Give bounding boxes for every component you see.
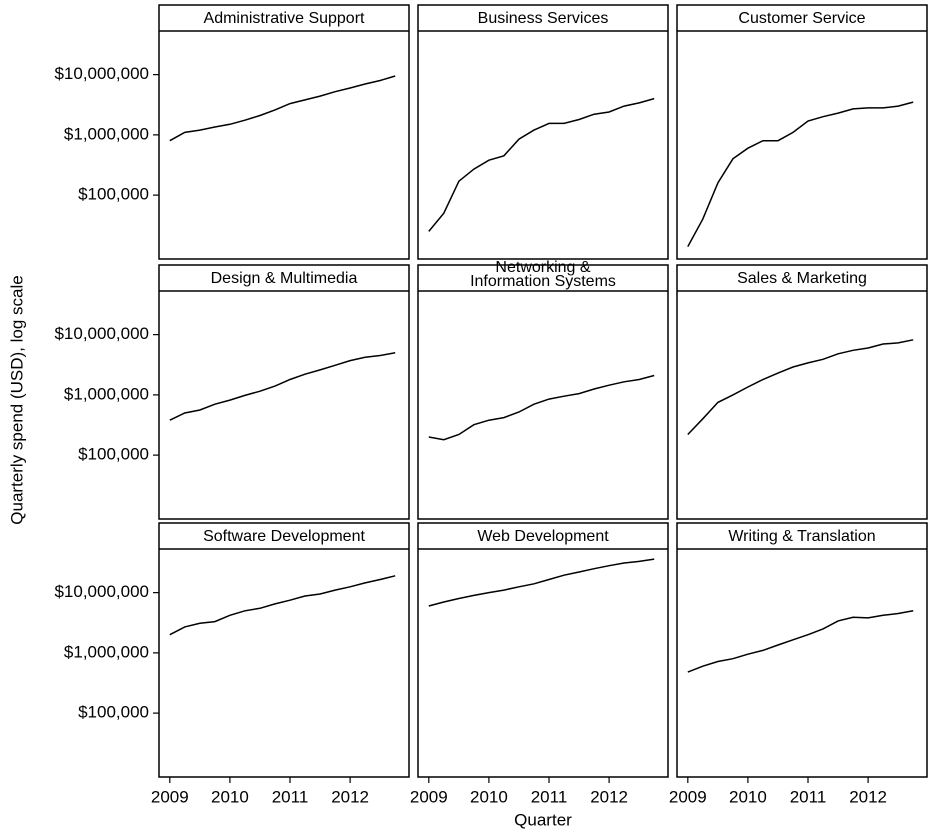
panel-frame xyxy=(417,264,669,520)
panel-frame xyxy=(417,522,669,778)
panel-frame xyxy=(158,4,410,260)
y-tick-label: $100,000 xyxy=(78,703,149,722)
y-tick-label: $1,000,000 xyxy=(64,642,149,661)
y-tick-label: $1,000,000 xyxy=(64,384,149,403)
panel-frame xyxy=(158,522,410,778)
panel-title: Sales & Marketing xyxy=(737,270,867,287)
data-line xyxy=(169,75,396,142)
panel-title: Business Services xyxy=(478,10,609,27)
data-line xyxy=(428,558,655,607)
panel-frame xyxy=(676,4,928,260)
y-tick-label: $10,000,000 xyxy=(54,582,149,601)
y-tick-label: $10,000,000 xyxy=(54,324,149,343)
y-tick-label: $100,000 xyxy=(78,185,149,204)
panel-title: Software Development xyxy=(203,528,365,545)
x-tick-label: 2011 xyxy=(531,787,568,806)
x-tick-label: 2012 xyxy=(331,787,369,806)
data-line xyxy=(687,339,914,436)
panel-frame xyxy=(158,264,410,520)
x-tick-label: 2009 xyxy=(410,787,448,806)
y-tick-label: $1,000,000 xyxy=(64,124,149,143)
x-tick-label: 2012 xyxy=(849,787,887,806)
data-line xyxy=(428,97,655,232)
panel-title: Customer Service xyxy=(738,10,865,27)
y-axis-label: Quarterly spend (USD), log scale xyxy=(7,275,26,524)
y-tick-label: $10,000,000 xyxy=(54,64,149,83)
x-axis-label: Quarter xyxy=(514,810,572,829)
data-line xyxy=(687,610,914,673)
panel-frame xyxy=(676,264,928,520)
panel-title: Administrative Support xyxy=(204,10,366,27)
panel-title: Networking & xyxy=(495,259,590,276)
x-tick-label: 2009 xyxy=(669,787,707,806)
x-tick-label: 2010 xyxy=(729,787,767,806)
panel-frame xyxy=(417,4,669,260)
x-tick-label: 2010 xyxy=(211,787,249,806)
x-tick-label: 2010 xyxy=(470,787,508,806)
data-line xyxy=(169,352,396,421)
panel-title: Writing & Translation xyxy=(728,528,875,545)
x-tick-label: 2011 xyxy=(790,787,827,806)
x-tick-label: 2011 xyxy=(272,787,309,806)
data-line xyxy=(687,101,914,247)
x-tick-label: 2009 xyxy=(151,787,189,806)
y-tick-label: $100,000 xyxy=(78,445,149,464)
panel-title: Design & Multimedia xyxy=(211,270,358,287)
panel-frame xyxy=(676,522,928,778)
x-tick-label: 2012 xyxy=(590,787,628,806)
data-line xyxy=(428,374,655,441)
panel-title: Web Development xyxy=(477,528,609,545)
data-line xyxy=(169,575,396,636)
panel-title: Information Systems xyxy=(470,273,616,290)
